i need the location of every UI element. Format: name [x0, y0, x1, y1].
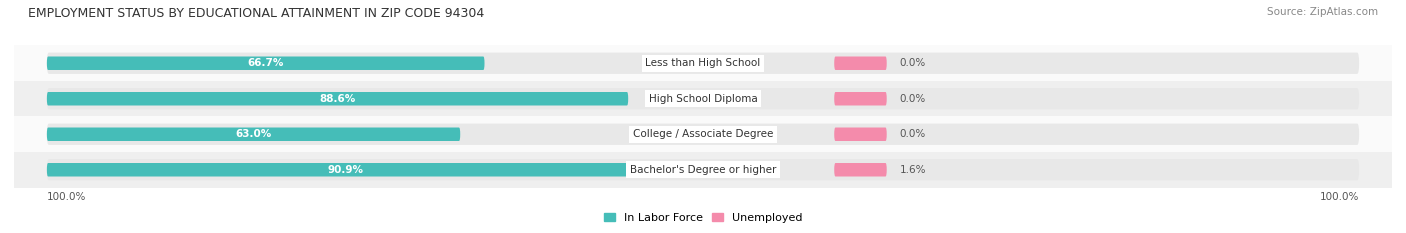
- FancyBboxPatch shape: [46, 56, 485, 70]
- FancyBboxPatch shape: [834, 92, 887, 106]
- Bar: [14, 45, 1392, 81]
- FancyBboxPatch shape: [834, 163, 887, 177]
- FancyBboxPatch shape: [46, 123, 1360, 145]
- Bar: [14, 81, 1392, 116]
- Text: 90.9%: 90.9%: [328, 165, 363, 175]
- Text: 100.0%: 100.0%: [46, 192, 86, 202]
- Legend: In Labor Force, Unemployed: In Labor Force, Unemployed: [599, 208, 807, 227]
- Text: Bachelor's Degree or higher: Bachelor's Degree or higher: [630, 165, 776, 175]
- FancyBboxPatch shape: [46, 159, 1360, 180]
- Text: High School Diploma: High School Diploma: [648, 94, 758, 104]
- Text: 100.0%: 100.0%: [1320, 192, 1360, 202]
- FancyBboxPatch shape: [834, 56, 887, 70]
- Text: College / Associate Degree: College / Associate Degree: [633, 129, 773, 139]
- FancyBboxPatch shape: [46, 92, 628, 106]
- FancyBboxPatch shape: [46, 88, 1360, 110]
- Text: 0.0%: 0.0%: [900, 129, 927, 139]
- Text: 66.7%: 66.7%: [247, 58, 284, 68]
- Text: 88.6%: 88.6%: [319, 94, 356, 104]
- Text: 0.0%: 0.0%: [900, 94, 927, 104]
- Text: Source: ZipAtlas.com: Source: ZipAtlas.com: [1267, 7, 1378, 17]
- FancyBboxPatch shape: [46, 127, 460, 141]
- FancyBboxPatch shape: [834, 127, 887, 141]
- FancyBboxPatch shape: [46, 53, 1360, 74]
- Bar: [14, 152, 1392, 188]
- Text: 1.6%: 1.6%: [900, 165, 927, 175]
- FancyBboxPatch shape: [46, 163, 644, 177]
- Text: Less than High School: Less than High School: [645, 58, 761, 68]
- Text: 63.0%: 63.0%: [235, 129, 271, 139]
- Bar: [14, 116, 1392, 152]
- Text: EMPLOYMENT STATUS BY EDUCATIONAL ATTAINMENT IN ZIP CODE 94304: EMPLOYMENT STATUS BY EDUCATIONAL ATTAINM…: [28, 7, 485, 20]
- Text: 0.0%: 0.0%: [900, 58, 927, 68]
